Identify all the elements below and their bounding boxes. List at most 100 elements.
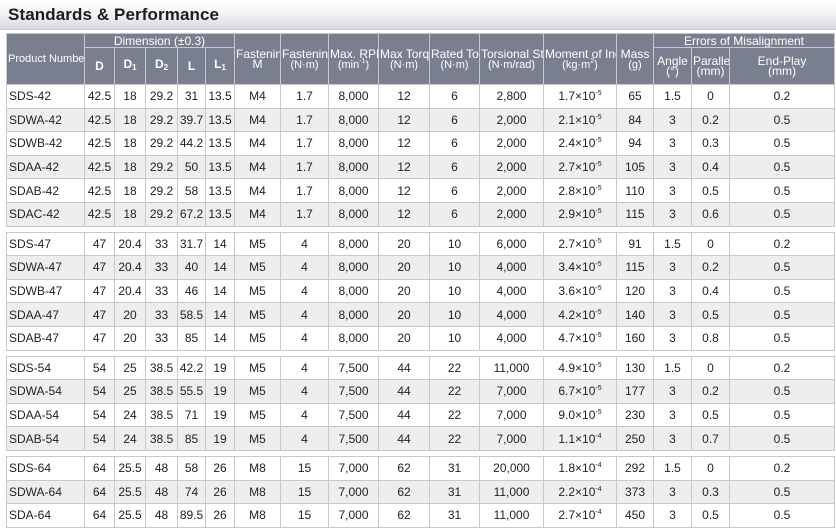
dim-d1-cell: 18: [114, 154, 146, 180]
moment-of-inertia-cell: 2.2×10-4: [543, 479, 617, 505]
mass-cell: 120: [616, 278, 654, 304]
max-torque-cell: 62: [378, 455, 430, 481]
dim-d1-cell: 20.4: [114, 231, 146, 257]
parallel-error-cell: 0: [691, 84, 730, 109]
fastening-torque-cell: 15: [280, 503, 329, 528]
angle-error-cell: 3: [653, 426, 692, 451]
moment-of-inertia-cell: 2.4×10-5: [543, 131, 617, 156]
header-l: L: [177, 47, 206, 85]
rated-torque-cell: 31: [429, 479, 480, 505]
parallel-error-cell: 0.7: [691, 426, 730, 451]
max-rpm-cell: 8,000: [328, 231, 379, 257]
header-d1: D1: [114, 47, 146, 85]
max-rpm-cell: 7,500: [328, 402, 379, 428]
max-torque-cell: 44: [378, 355, 430, 381]
fastening-bolt-cell: M8: [234, 503, 281, 528]
dim-d2-cell: 48: [145, 479, 178, 505]
max-torque-cell: 12: [378, 84, 430, 109]
end-play-error-cell: 0.2: [729, 355, 835, 381]
dim-d-cell: 47: [84, 325, 115, 351]
moment-of-inertia-cell: 6.7×10-5: [543, 379, 617, 404]
max-rpm-cell: 8,000: [328, 178, 379, 203]
header-angle: Angle (°): [653, 47, 692, 85]
fastening-torque-cell: 4: [280, 255, 329, 280]
dim-d1-cell: 25.5: [114, 455, 146, 481]
dim-d-cell: 42.5: [84, 201, 115, 227]
dim-d1-cell: 20.4: [114, 255, 146, 280]
angle-error-cell: 1.5: [653, 355, 692, 381]
mass-cell: 230: [616, 402, 654, 428]
end-play-error-cell: 0.5: [729, 503, 835, 528]
dim-d1-cell: 18: [114, 178, 146, 203]
dim-l-cell: 31: [177, 84, 206, 109]
max-torque-cell: 62: [378, 479, 430, 505]
dim-d-cell: 42.5: [84, 84, 115, 109]
torsional-stiffness-cell: 7,000: [479, 402, 544, 428]
mass-cell: 84: [616, 107, 654, 133]
parallel-error-cell: 0.5: [691, 402, 730, 428]
table-row: SDAC-42 42.5 18 29.2 67.2 13.5 M4 1.7 8,000 12 6 2,…: [6, 201, 835, 227]
mass-cell: 94: [616, 131, 654, 156]
max-rpm-cell: 7,000: [328, 455, 379, 481]
parallel-error-cell: 0: [691, 355, 730, 381]
dim-d1-cell: 18: [114, 107, 146, 133]
dim-d1-cell: 25: [114, 379, 146, 404]
torsional-stiffness-cell: 2,800: [479, 84, 544, 109]
moment-of-inertia-cell: 2.9×10-5: [543, 201, 617, 227]
dim-l1-cell: 13.5: [205, 178, 235, 203]
end-play-error-cell: 0.2: [729, 231, 835, 257]
fastening-torque-cell: 15: [280, 455, 329, 481]
dim-d-cell: 64: [84, 503, 115, 528]
header-product-number: Product Number: [6, 33, 85, 85]
parallel-error-cell: 0: [691, 455, 730, 481]
dim-l-cell: 89.5: [177, 503, 206, 528]
dim-d-cell: 42.5: [84, 131, 115, 156]
mass-cell: 130: [616, 355, 654, 381]
header-dimension: Dimension (±0.3): [84, 33, 235, 48]
angle-error-cell: 3: [653, 154, 692, 180]
dim-d2-cell: 29.2: [145, 84, 178, 109]
table-row: SDWA-47 47 20.4 33 40 14 M5 4 8,000 20 10 4,000 3.4×…: [6, 255, 835, 280]
fastening-torque-cell: 1.7: [280, 178, 329, 203]
torsional-stiffness-cell: 4,000: [479, 278, 544, 304]
group-divider: [6, 449, 835, 457]
mass-cell: 373: [616, 479, 654, 505]
fastening-bolt-cell: M4: [234, 201, 281, 227]
angle-error-cell: 3: [653, 325, 692, 351]
dim-d2-cell: 33: [145, 231, 178, 257]
dim-d1-cell: 25.5: [114, 503, 146, 528]
angle-error-cell: 3: [653, 479, 692, 505]
product-number-cell: SDWB-42: [6, 131, 85, 156]
parallel-error-cell: 0.4: [691, 154, 730, 180]
dim-l1-cell: 19: [205, 355, 235, 381]
moment-of-inertia-cell: 2.1×10-5: [543, 107, 617, 133]
dim-d2-cell: 38.5: [145, 355, 178, 381]
product-number-cell: SDS-54: [6, 355, 85, 381]
fastening-bolt-cell: M5: [234, 426, 281, 451]
parallel-error-cell: 0.2: [691, 379, 730, 404]
dim-l1-cell: 14: [205, 231, 235, 257]
header-torsional-stiffness: Torsional Stiffness(N·m/rad): [479, 33, 544, 85]
rated-torque-cell: 31: [429, 503, 480, 528]
fastening-torque-cell: 1.7: [280, 131, 329, 156]
dim-d1-cell: 18: [114, 131, 146, 156]
moment-of-inertia-cell: 4.2×10-5: [543, 302, 617, 327]
dim-d-cell: 54: [84, 426, 115, 451]
mass-cell: 177: [616, 379, 654, 404]
torsional-stiffness-cell: 7,000: [479, 379, 544, 404]
table-row: SDA-64 64 25.5 48 89.5 26 M8 15 7,000 62 31 11,000 2…: [6, 503, 835, 528]
header-d2: D2: [145, 47, 178, 85]
torsional-stiffness-cell: 4,000: [479, 302, 544, 327]
product-number-cell: SDS-64: [6, 455, 85, 481]
rated-torque-cell: 10: [429, 255, 480, 280]
fastening-torque-cell: 4: [280, 402, 329, 428]
moment-of-inertia-cell: 1.1×10-4: [543, 426, 617, 451]
max-rpm-cell: 8,000: [328, 201, 379, 227]
fastening-torque-cell: 15: [280, 479, 329, 505]
moment-of-inertia-cell: 4.7×10-5: [543, 325, 617, 351]
dim-l-cell: 58: [177, 178, 206, 203]
specification-table: Product Number Dimension (±0.3) Fastenin…: [6, 33, 835, 528]
dim-d1-cell: 25: [114, 355, 146, 381]
rated-torque-cell: 6: [429, 154, 480, 180]
parallel-error-cell: 0: [691, 231, 730, 257]
